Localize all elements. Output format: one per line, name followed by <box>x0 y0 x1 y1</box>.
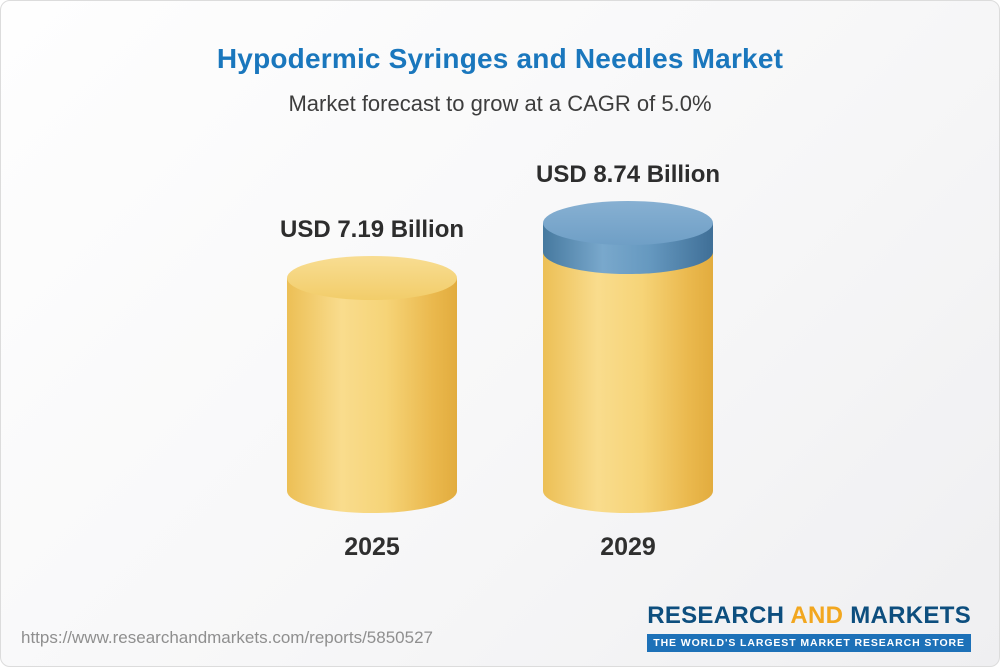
cylinder-2029 <box>543 201 713 513</box>
report-url: https://www.researchandmarkets.com/repor… <box>21 628 433 647</box>
category-label-2029: 2029 <box>600 533 656 561</box>
base-segment <box>287 278 457 513</box>
bar-group-2029: USD 8.74 Billion 2029 <box>536 161 720 562</box>
footer: https://www.researchandmarkets.com/repor… <box>1 602 999 666</box>
value-label-2029: USD 8.74 Billion <box>535 161 721 188</box>
chart-title: Hypodermic Syringes and Needles Market <box>216 43 784 74</box>
category-label-2025: 2025 <box>344 533 400 561</box>
logo-tagline: THE WORLD'S LARGEST MARKET RESEARCH STOR… <box>647 634 971 652</box>
base-segment <box>543 252 713 513</box>
value-label-2025: USD 7.19 Billion <box>279 216 465 243</box>
logo-wordmark: RESEARCH AND MARKETS <box>647 602 971 630</box>
cylinder-2025 <box>287 256 457 513</box>
cylinder-top-ellipse <box>287 256 457 300</box>
cylinder-bar-chart: USD 7.19 Billion 2025 USD 8.74 Billion 2… <box>1 161 999 562</box>
logo-word-research: RESEARCH <box>647 602 785 629</box>
research-and-markets-logo: RESEARCH AND MARKETS THE WORLD'S LARGEST… <box>647 602 971 652</box>
chart-header: Hypodermic Syringes and Needles Market M… <box>1 1 999 117</box>
logo-word-markets: MARKETS <box>850 602 971 629</box>
chart-subtitle: Market forecast to grow at a CAGR of 5.0… <box>288 91 712 116</box>
bar-group-2025: USD 7.19 Billion 2025 <box>280 216 464 562</box>
logo-word-and: AND <box>790 602 844 629</box>
cylinder-top-ellipse <box>543 201 713 245</box>
